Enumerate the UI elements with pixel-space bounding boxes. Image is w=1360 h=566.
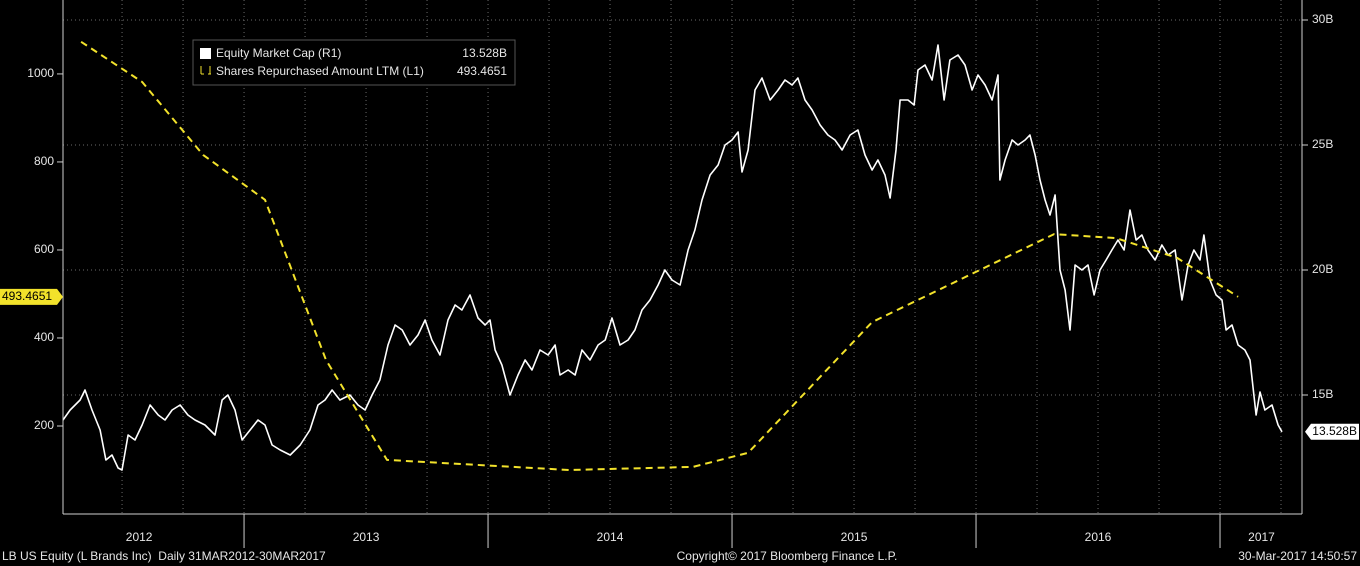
last-value-flag (0, 288, 63, 305)
y-tick-label: 1000 (27, 66, 54, 80)
lines (62, 40, 1283, 471)
legend-value: 13.528B (462, 46, 507, 60)
x-tick-label: 2016 (1085, 530, 1112, 544)
last-value-label: 13.528B (1312, 424, 1357, 438)
last-value-flag (1305, 423, 1359, 440)
y-tick-label: 400 (34, 330, 54, 344)
x-tick-label: 2017 (1248, 530, 1275, 544)
legend-swatch (200, 48, 211, 59)
footer-right: 30-Mar-2017 14:50:57 (1238, 549, 1357, 563)
legend-label: Equity Market Cap (R1) (216, 46, 341, 60)
x-tick-label: 2012 (126, 530, 153, 544)
legend-value: 493.4651 (457, 64, 507, 78)
axes: 200 400 600 800 1000 15B 20B 25B 30B 2012 2013 2014… (0, 0, 1359, 548)
legend-box (192, 39, 516, 86)
y-tick-label: 800 (34, 154, 54, 168)
grid (63, 0, 1302, 514)
last-value-label: 493.4651 (2, 289, 52, 303)
footer-center: Copyright© 2017 Bloomberg Finance L.P. (677, 549, 898, 563)
x-tick-label: 2013 (353, 530, 380, 544)
y-tick-label: 200 (34, 418, 54, 432)
series-line (62, 44, 1283, 471)
y2-tick-label: 30B (1312, 12, 1333, 26)
legend-swatch (200, 66, 211, 75)
y2-tick-label: 25B (1312, 137, 1333, 151)
legend-label: Shares Repurchased Amount LTM (L1) (216, 64, 424, 78)
x-tick-label: 2015 (841, 530, 868, 544)
y-tick-label: 600 (34, 242, 54, 256)
y2-tick-label: 15B (1312, 387, 1333, 401)
x-tick-label: 2014 (597, 530, 624, 544)
series-line (80, 40, 1239, 471)
footer-left: LB US Equity (L Brands Inc) Daily 31MAR2… (2, 549, 326, 563)
legend: Equity Market Cap (R1) 13.528B Shares Re… (192, 39, 516, 86)
y2-tick-label: 20B (1312, 262, 1333, 276)
